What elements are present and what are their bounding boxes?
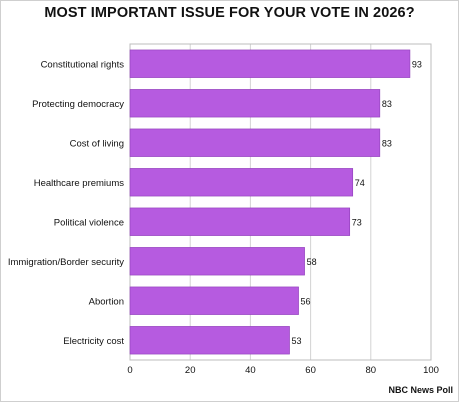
- bar: [129, 286, 299, 315]
- x-tick-label: 0: [127, 365, 132, 376]
- bar: [129, 49, 411, 78]
- data-label: 56: [301, 296, 311, 306]
- category-label: Constitutional rights: [41, 59, 125, 70]
- category-label: Political violence: [54, 217, 124, 228]
- data-label: 83: [382, 138, 392, 148]
- data-label: 74: [355, 178, 365, 188]
- plot-area: [129, 43, 432, 361]
- data-label: 53: [292, 336, 302, 346]
- bar: [129, 168, 354, 197]
- x-tick-label: 40: [245, 365, 256, 376]
- data-label: 83: [382, 99, 392, 109]
- category-label: Protecting democracy: [32, 99, 124, 110]
- bar: [129, 247, 305, 276]
- x-tick-label: 100: [423, 365, 439, 376]
- category-label: Healthcare premiums: [34, 178, 125, 189]
- x-tick-label: 60: [305, 365, 316, 376]
- bar: [129, 326, 290, 355]
- bar: [129, 207, 351, 236]
- bar: [129, 89, 381, 118]
- chart-source: NBC News Poll: [388, 385, 453, 395]
- data-label: 73: [352, 217, 362, 227]
- chart-title: MOST IMPORTANT ISSUE FOR YOUR VOTE IN 20…: [44, 5, 415, 21]
- data-label: 58: [307, 257, 317, 267]
- bar: [129, 128, 381, 157]
- category-label: Immigration/Border security: [8, 257, 124, 268]
- category-label: Cost of living: [70, 138, 124, 149]
- x-tick-label: 80: [366, 365, 377, 376]
- data-label: 93: [412, 59, 422, 69]
- category-label: Abortion: [89, 296, 124, 307]
- category-label: Electricity cost: [63, 336, 124, 347]
- x-tick-label: 20: [185, 365, 196, 376]
